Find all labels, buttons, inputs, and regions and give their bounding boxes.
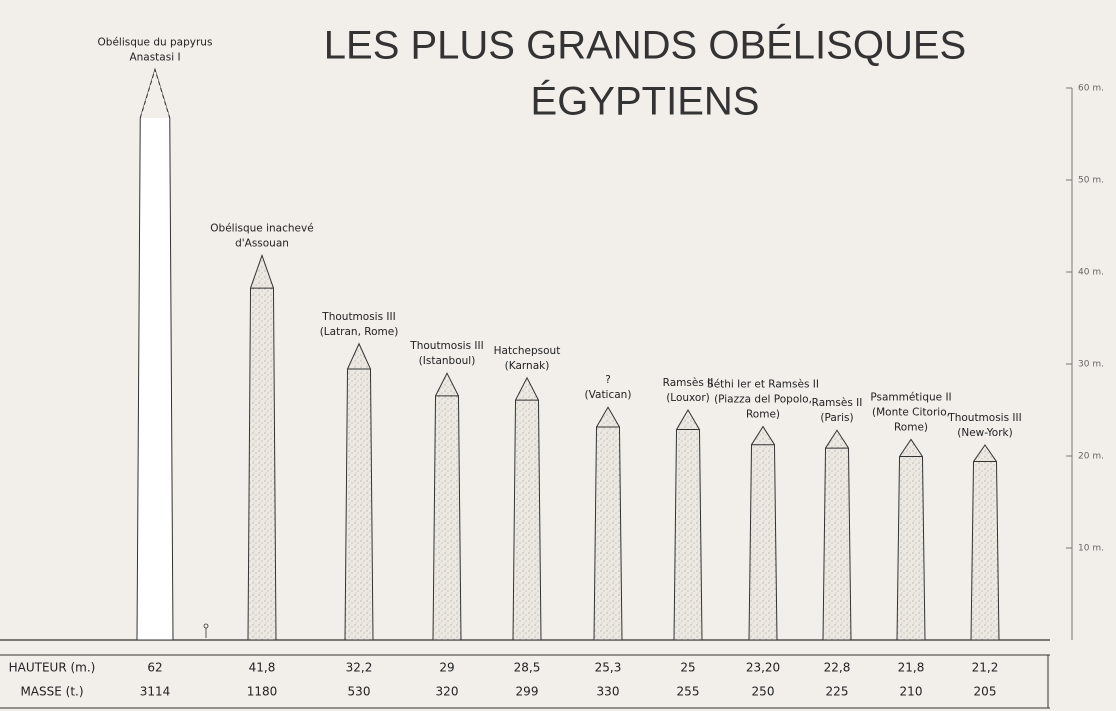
height-cell: 22,8 — [824, 661, 851, 675]
obelisk-label: Thoutmosis III — [947, 412, 1021, 424]
y-tick-label: 20 m. — [1078, 452, 1104, 462]
obelisk-tip — [139, 67, 171, 119]
obelisk-label: d'Assouan — [235, 237, 289, 249]
obelisk-label: Thoutmosis III — [321, 311, 395, 323]
obelisk-label: Obélisque du papyrus — [98, 37, 213, 49]
obelisk-label: (Karnak) — [505, 360, 550, 372]
mass-cell: 225 — [826, 685, 849, 699]
height-cell: 25,3 — [595, 661, 622, 675]
mass-cell: 205 — [974, 685, 997, 699]
obelisk-label: Rome) — [894, 421, 928, 433]
obelisk — [748, 425, 778, 641]
obelisk-label: Hatchepsout — [494, 345, 561, 357]
obelisk-label: (Monte Citorio, — [872, 406, 950, 418]
mass-cell: 255 — [677, 685, 700, 699]
obelisk-label: Séthi Ier et Ramsès II — [707, 379, 819, 391]
obelisk-label: Ramsès II — [812, 397, 863, 409]
mass-cell: 1180 — [247, 685, 278, 699]
obelisk — [822, 429, 852, 641]
mass-cell: 530 — [348, 685, 371, 699]
mass-cell: 299 — [516, 685, 539, 699]
obelisk — [247, 253, 277, 641]
height-cell: 29 — [439, 661, 454, 675]
height-cell: 28,5 — [514, 661, 541, 675]
mass-cell: 3114 — [140, 685, 171, 699]
chart-title: LES PLUS GRANDS OBÉLISQUES — [324, 23, 966, 68]
obelisk-label: ? — [605, 374, 611, 386]
mass-cell: 210 — [900, 685, 923, 699]
obelisk-label: Anastasi I — [129, 52, 180, 64]
obelisk — [344, 342, 374, 641]
obelisk-label: Thoutmosis III — [409, 340, 483, 352]
mass-cell: 320 — [436, 685, 459, 699]
obelisk — [512, 376, 542, 641]
chart-title: ÉGYPTIENS — [531, 79, 760, 124]
obelisk-label: Obélisque inachevé — [210, 222, 313, 234]
obelisk-label: Psammétique II — [870, 391, 951, 403]
y-tick-label: 30 m. — [1078, 360, 1104, 370]
height-cell: 62 — [147, 661, 162, 675]
obelisk — [896, 438, 926, 641]
y-tick-label: 50 m. — [1078, 176, 1104, 186]
mass-cell: 330 — [597, 685, 620, 699]
height-cell: 41,8 — [249, 661, 276, 675]
y-tick-label: 10 m. — [1078, 544, 1104, 554]
human-figure — [203, 623, 209, 638]
y-tick-label: 60 m. — [1078, 84, 1104, 94]
obelisk — [136, 67, 174, 641]
height-cell: 25 — [680, 661, 695, 675]
obelisk — [432, 372, 462, 641]
obelisk-label: (Istanboul) — [419, 355, 476, 367]
height-cell: 21,8 — [898, 661, 925, 675]
height-cell: 21,2 — [972, 661, 999, 675]
obelisk-label: (Vatican) — [585, 389, 632, 401]
obelisk-label: (Louxor) — [666, 392, 710, 404]
row-header: HAUTEUR (m.) — [9, 661, 96, 675]
y-tick-label: 40 m. — [1078, 268, 1104, 278]
obelisk-label: (Latran, Rome) — [320, 326, 399, 338]
obelisk — [593, 406, 623, 641]
height-cell: 32,2 — [346, 661, 373, 675]
height-cell: 23,20 — [746, 661, 780, 675]
row-header: MASSE (t.) — [20, 685, 83, 699]
obelisk — [970, 444, 1000, 641]
obelisk-label: (Piazza del Popolo, — [714, 394, 812, 406]
obelisk-label: (Paris) — [820, 412, 853, 424]
obelisk-label: (New-York) — [957, 427, 1012, 439]
obelisk — [673, 409, 703, 641]
obelisk-label: Rome) — [746, 409, 780, 421]
mass-cell: 250 — [752, 685, 775, 699]
obelisk-label: Ramsès II — [663, 377, 714, 389]
